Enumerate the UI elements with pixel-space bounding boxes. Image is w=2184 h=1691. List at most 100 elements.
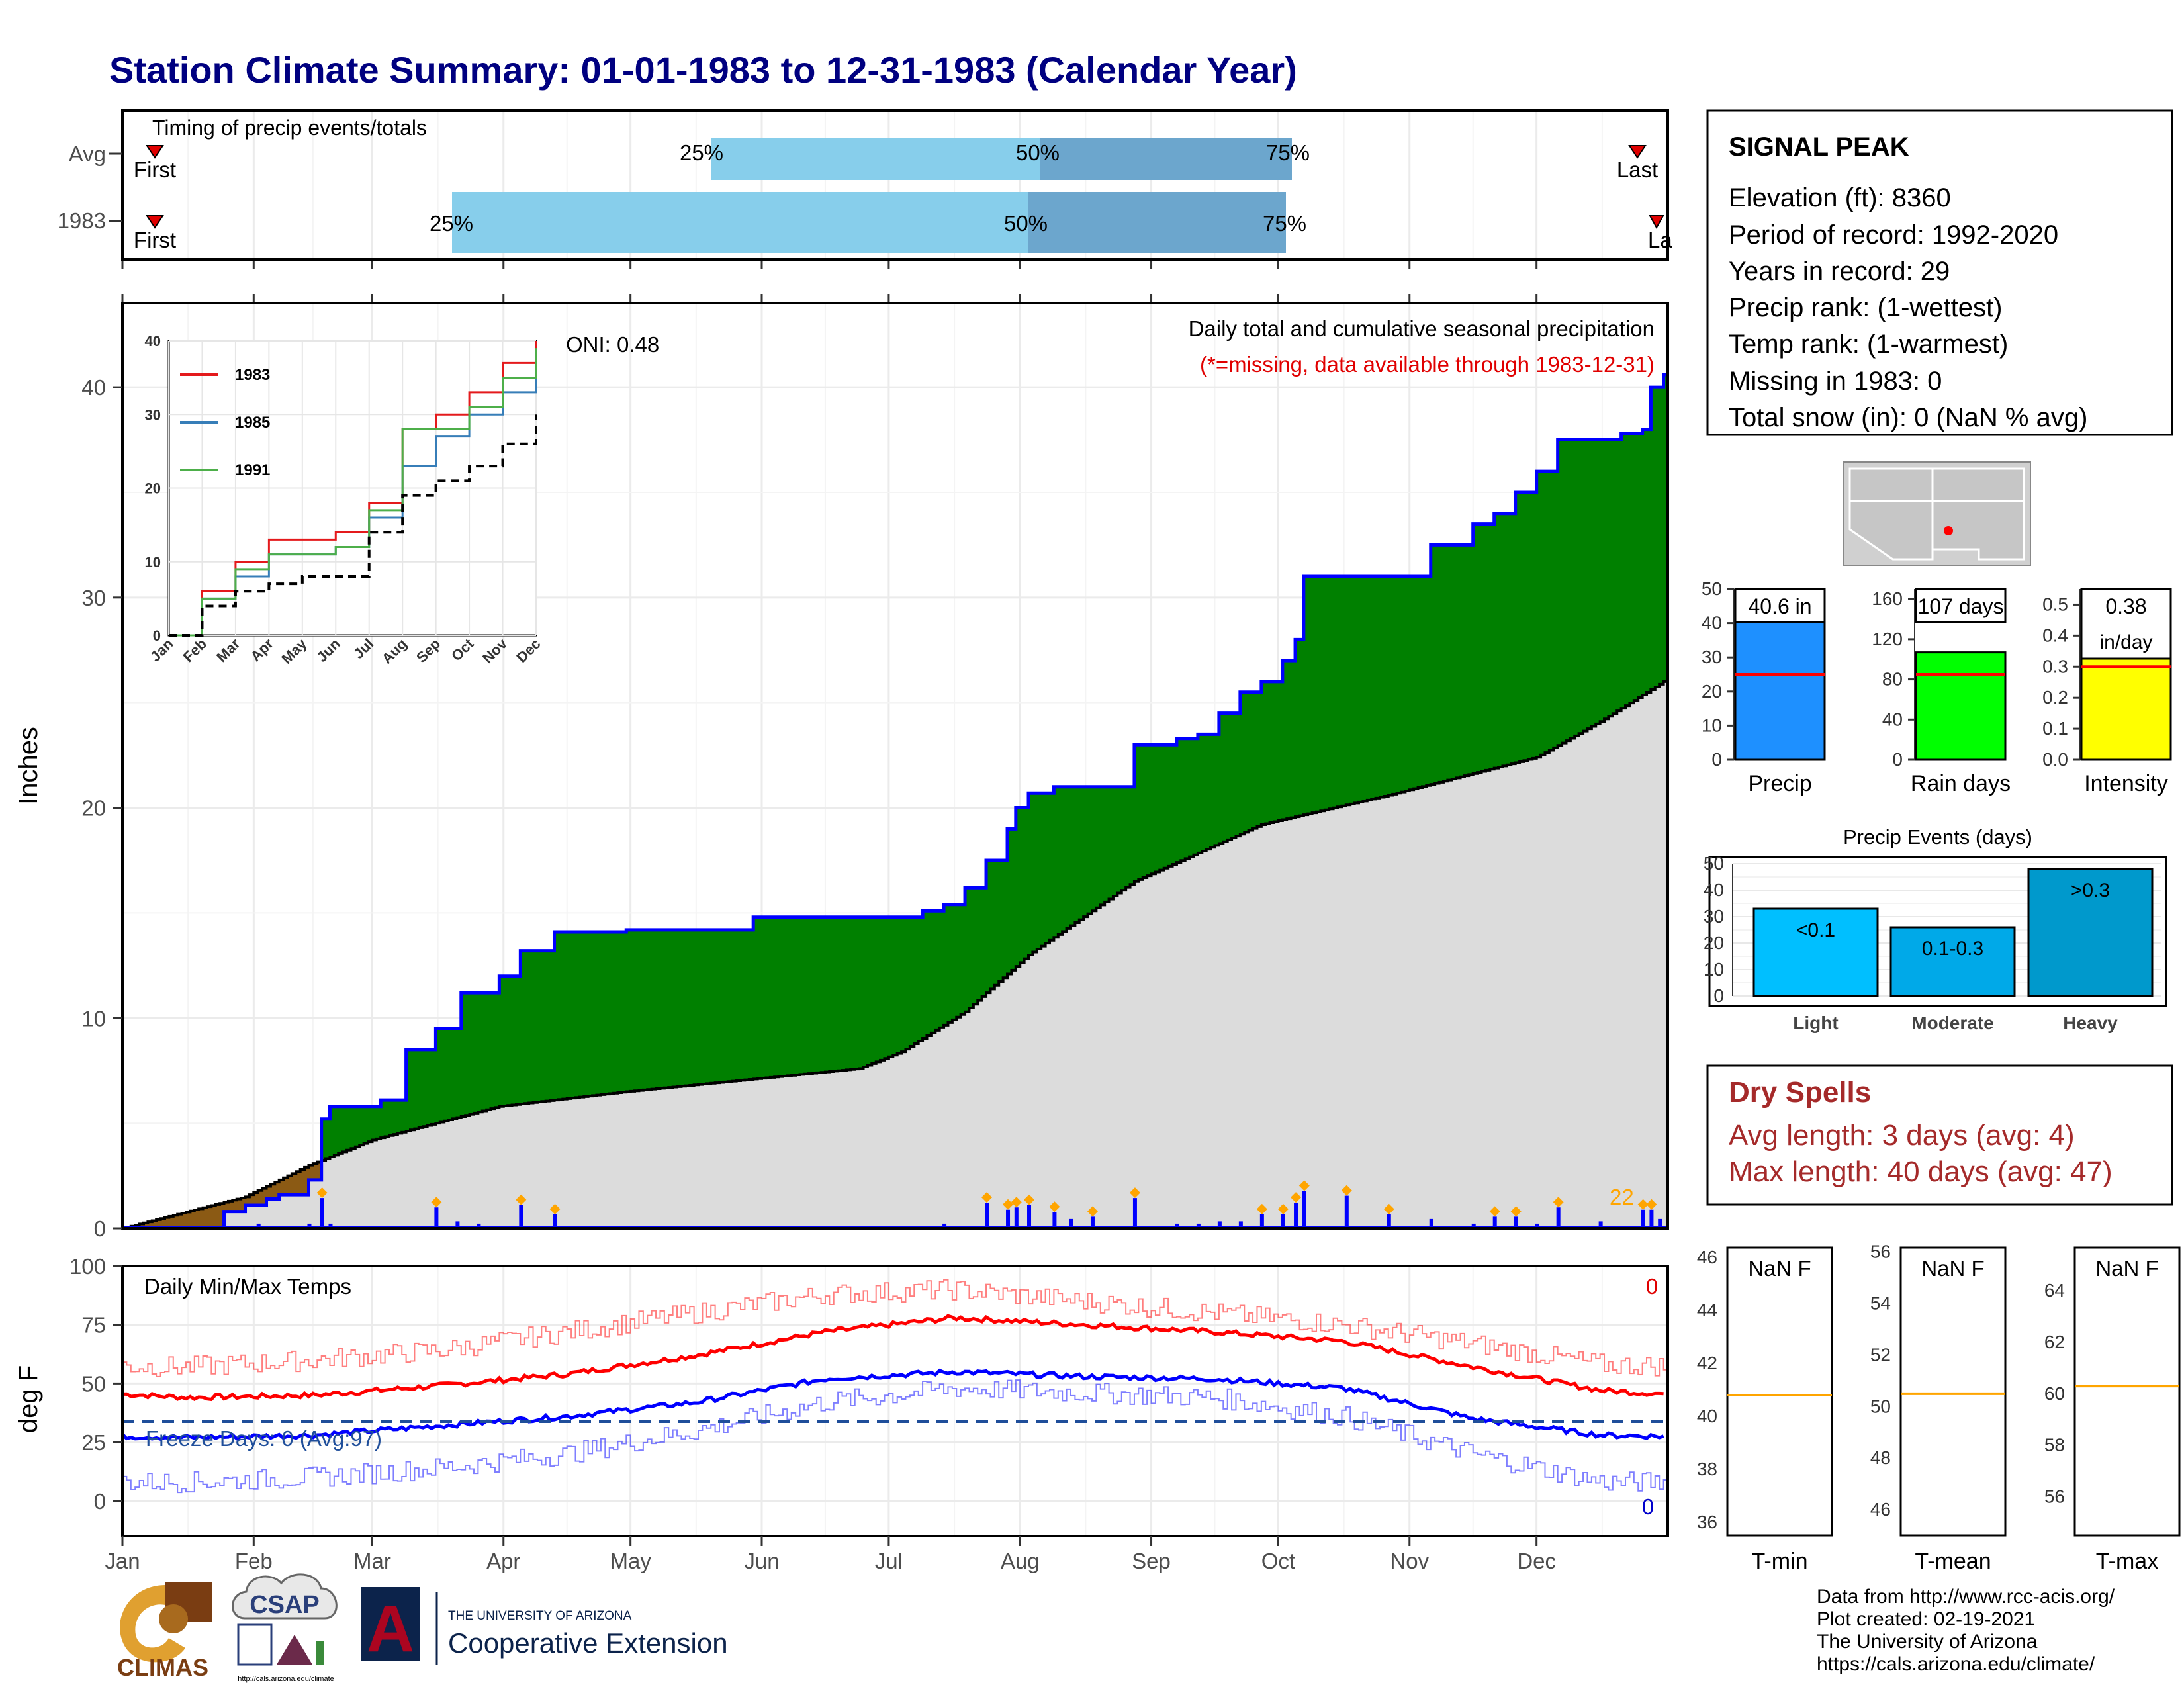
temp-box-ytick-label: 46 xyxy=(1697,1247,1717,1267)
temp-box-ytick-label: 48 xyxy=(1870,1447,1891,1468)
heavy-event-marker xyxy=(316,1187,328,1199)
heavy-event-marker xyxy=(1646,1199,1657,1210)
temp-summary: 36 38 40 42 44 46 NaN F T-min 46 48 50 52 54 56 NaN F T… xyxy=(1697,1242,2181,1574)
temp-box-xlabel: T-min xyxy=(1752,1549,1808,1574)
1983-p50: 50% xyxy=(1004,211,1048,236)
inset-xtick-label: Sep xyxy=(413,635,443,666)
temp-ytick-label: 100 xyxy=(69,1254,106,1279)
summary-ytick-label: 160 xyxy=(1872,588,1903,609)
month-label: Aug xyxy=(1001,1549,1040,1573)
summary-bar xyxy=(1734,620,1826,761)
station-info: SIGNAL PEAK Elevation (ft): 8360 Period … xyxy=(1706,109,2173,436)
summary-bars: 0 10 20 30 40 50 40.6 in Precip 0 40 80 120 160 107 d… xyxy=(1702,578,2172,796)
events-ytick-label: 50 xyxy=(1704,853,1724,874)
temp-label: Daily Min/Max Temps xyxy=(144,1274,351,1299)
heavy-event-marker xyxy=(1383,1203,1394,1214)
temp-ytick-label: 0 xyxy=(94,1489,106,1514)
daily-precip-bar xyxy=(1196,1223,1201,1228)
temp-observed-line xyxy=(122,1279,1668,1377)
precip-ytick-label: 10 xyxy=(81,1006,106,1030)
daily-precip-bar xyxy=(1027,1205,1032,1228)
month-label: Nov xyxy=(1390,1549,1429,1573)
daily-precip-bar xyxy=(1514,1216,1518,1228)
inset-ytick-label: 20 xyxy=(145,480,161,497)
temp-box-ytick-label: 58 xyxy=(2044,1435,2065,1455)
summary-ytick-label: 50 xyxy=(1702,578,1722,599)
oni-label: ONI: 0.48 xyxy=(566,332,659,357)
daily-precip-bar xyxy=(256,1223,261,1228)
event-count-label: 22 xyxy=(1610,1185,1634,1209)
summary-xlabel: Precip xyxy=(1748,771,1811,796)
first-marker-avg xyxy=(146,145,164,159)
temp-ytick-label: 25 xyxy=(81,1430,106,1455)
dry-max: Max length: 40 days (avg: 47) xyxy=(1729,1156,2113,1188)
timing-row-1983: 1983 xyxy=(58,208,106,233)
climas-wordmark: CLIMAS xyxy=(117,1654,208,1681)
last-label-1983: La xyxy=(1648,228,1672,252)
summary-ytick-label: 0.3 xyxy=(2042,656,2068,676)
dry-title: Dry Spells xyxy=(1729,1076,1871,1109)
temp-box-ytick-label: 46 xyxy=(1870,1499,1891,1520)
summary-xlabel: Rain days xyxy=(1911,771,2011,796)
daily-precip-bar xyxy=(1535,1223,1539,1228)
station-name: SIGNAL PEAK xyxy=(1729,132,1909,161)
inset-xtick-label: Jun xyxy=(313,635,343,665)
events-ytick-label: 10 xyxy=(1704,959,1724,980)
events-bar-label: >0.3 xyxy=(2071,880,2110,901)
temp-normal-line xyxy=(122,1314,1664,1402)
heavy-event-marker xyxy=(1003,1199,1014,1210)
inset-ytick-label: 40 xyxy=(145,333,161,349)
1983-p25: 25% xyxy=(430,211,473,236)
inset-xtick-label: Oct xyxy=(448,635,477,664)
inset-ytick-label: 0 xyxy=(153,627,161,644)
inset-legend-label: 1985 xyxy=(235,414,270,432)
summary-bar xyxy=(2080,641,2172,761)
csap-url: http://cals.arizona.edu/climate xyxy=(238,1675,334,1683)
month-label: Oct xyxy=(1261,1549,1295,1573)
precip-normal-line xyxy=(122,680,1668,1230)
timing-row-avg: Avg xyxy=(69,142,106,166)
heavy-event-marker xyxy=(1489,1206,1500,1217)
daily-precip-bar xyxy=(553,1214,557,1228)
summary-ytick-label: 0.5 xyxy=(2042,594,2068,614)
daily-precip-bar xyxy=(455,1221,460,1228)
freeze-days-label: Freeze Days: 0 (Avg:97) xyxy=(146,1426,382,1451)
inset-xtick-label: Nov xyxy=(479,635,511,666)
precip-missing-note: (*=missing, data available through 1983-… xyxy=(1200,352,1655,377)
temp-box-ytick-label: 54 xyxy=(1870,1293,1891,1314)
temp-box xyxy=(2073,1246,2181,1537)
summary-ytick-label: 0.2 xyxy=(2042,687,2068,708)
month-label: Jan xyxy=(105,1549,140,1573)
climas-logo: CLIMAS xyxy=(117,1582,212,1681)
timing-frame xyxy=(121,109,1669,261)
daily-precip-bar xyxy=(1052,1212,1057,1228)
heavy-event-marker xyxy=(1277,1203,1289,1214)
timing-bar-1983-2 xyxy=(1028,192,1286,253)
temp-box-ytick-label: 60 xyxy=(2044,1383,2065,1404)
ua-unit: Cooperative Extension xyxy=(448,1627,728,1659)
heavy-event-marker xyxy=(981,1192,993,1203)
month-label: May xyxy=(610,1549,651,1573)
heavy-event-marker xyxy=(1011,1197,1022,1208)
daily-precip-bar xyxy=(519,1205,523,1228)
heavy-event-marker xyxy=(1637,1199,1649,1210)
inset-series-line xyxy=(169,348,537,637)
inset-legend-label: 1983 xyxy=(235,366,270,384)
temp-box-ytick-label: 50 xyxy=(1870,1396,1891,1416)
events-xlabel: Moderate xyxy=(1911,1013,1993,1033)
summary-value-unit: in/day xyxy=(2099,631,2152,653)
temp-box-xlabel: T-max xyxy=(2096,1549,2158,1574)
daily-precip-bar xyxy=(1658,1218,1662,1228)
heavy-event-marker xyxy=(1256,1203,1267,1214)
temp-box-value: NaN F xyxy=(1748,1256,1811,1281)
footer-line: Data from http://www.rcc-acis.org/ xyxy=(1817,1586,2115,1608)
month-label: Jul xyxy=(875,1549,903,1573)
station-line: Total snow (in): 0 (NaN % avg) xyxy=(1729,403,2087,432)
summary-ytick-label: 0 xyxy=(1711,749,1722,770)
inset-xtick-label: Dec xyxy=(513,635,543,666)
station-line: Missing in 1983: 0 xyxy=(1729,367,1942,396)
temp-box-value: NaN F xyxy=(1921,1256,1984,1281)
daily-precip-bar xyxy=(1238,1221,1243,1228)
month-label: Feb xyxy=(235,1549,273,1573)
precip-normal-area xyxy=(122,681,1668,1228)
